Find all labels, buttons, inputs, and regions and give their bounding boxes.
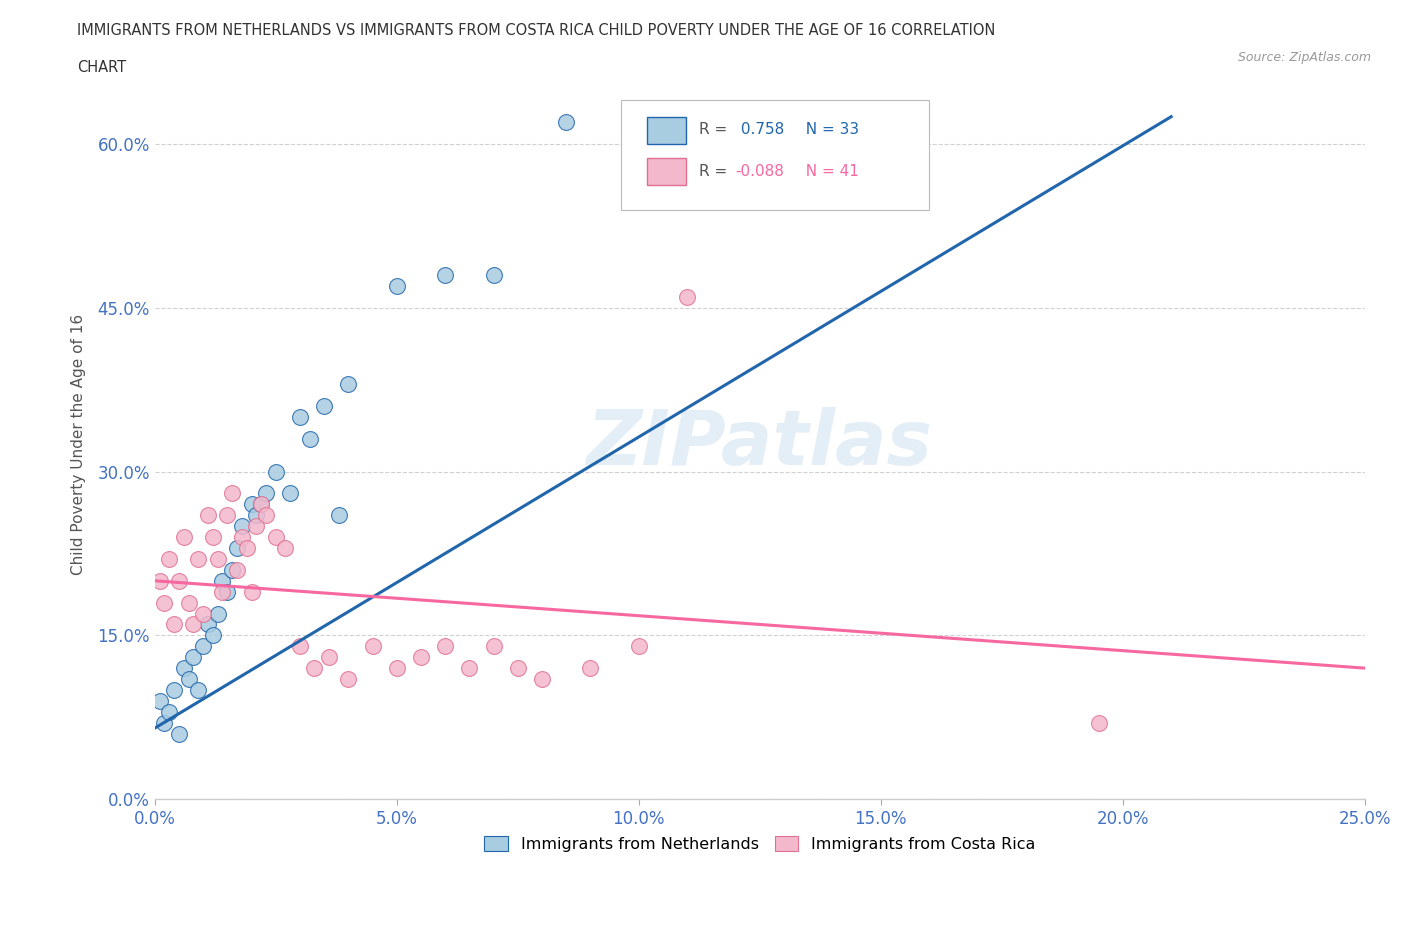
Point [207, 551, 229, 566]
Point [231, 530, 253, 545]
Point [191, 639, 214, 654]
Point [211, 584, 233, 599]
Text: IMMIGRANTS FROM NETHERLANDS VS IMMIGRANTS FROM COSTA RICA CHILD POVERTY UNDER TH: IMMIGRANTS FROM NETHERLANDS VS IMMIGRANT… [77, 23, 995, 38]
Point [318, 650, 340, 665]
Point [201, 628, 224, 643]
Point [177, 671, 200, 686]
Point [153, 595, 176, 610]
Point [254, 486, 277, 501]
Point [207, 606, 229, 621]
Point [240, 497, 263, 512]
Point [240, 584, 263, 599]
Point [304, 660, 326, 675]
Bar [647, 117, 686, 144]
Point [482, 639, 505, 654]
Point [177, 595, 200, 610]
Point [250, 497, 273, 512]
Text: CHART: CHART [77, 60, 127, 75]
Point [231, 519, 253, 534]
Point [482, 268, 505, 283]
Point [314, 399, 336, 414]
Text: Source: ZipAtlas.com: Source: ZipAtlas.com [1237, 51, 1371, 64]
FancyBboxPatch shape [620, 100, 929, 210]
Point [361, 639, 384, 654]
Point [555, 114, 578, 129]
Point [217, 508, 239, 523]
Point [409, 650, 432, 665]
Point [264, 530, 287, 545]
Point [264, 464, 287, 479]
Point [201, 530, 224, 545]
Point [278, 486, 301, 501]
Point [153, 715, 176, 730]
Point [148, 694, 170, 709]
Text: 0.758: 0.758 [735, 123, 783, 138]
Point [245, 508, 267, 523]
Point [385, 278, 408, 293]
Point [254, 508, 277, 523]
Point [530, 671, 553, 686]
Point [167, 573, 190, 588]
Point [627, 639, 650, 654]
Point [187, 551, 209, 566]
Point [328, 508, 350, 523]
Point [245, 519, 267, 534]
Text: N = 41: N = 41 [796, 164, 859, 179]
Point [337, 377, 360, 392]
Point [163, 617, 186, 631]
Point [173, 660, 195, 675]
Point [191, 606, 214, 621]
Point [1087, 715, 1109, 730]
Text: ZIPatlas: ZIPatlas [586, 407, 932, 482]
Point [187, 683, 209, 698]
Point [579, 660, 602, 675]
Point [148, 573, 170, 588]
Text: N = 33: N = 33 [796, 123, 859, 138]
Bar [647, 158, 686, 185]
Point [235, 540, 257, 555]
Point [163, 683, 186, 698]
Point [221, 563, 243, 578]
Point [183, 617, 205, 631]
Point [434, 268, 457, 283]
Point [167, 726, 190, 741]
Point [250, 497, 273, 512]
Point [337, 671, 360, 686]
Point [211, 573, 233, 588]
Point [458, 660, 481, 675]
Point [197, 508, 219, 523]
Text: -0.088: -0.088 [735, 164, 785, 179]
Point [506, 660, 529, 675]
Point [157, 551, 180, 566]
Point [434, 639, 457, 654]
Point [298, 432, 321, 446]
Point [197, 617, 219, 631]
Point [676, 289, 699, 304]
Point [173, 530, 195, 545]
Point [274, 540, 297, 555]
Point [226, 540, 249, 555]
Point [385, 660, 408, 675]
Point [226, 563, 249, 578]
Point [217, 584, 239, 599]
Point [183, 650, 205, 665]
Text: R =: R = [699, 123, 727, 138]
Text: R =: R = [699, 164, 727, 179]
Point [288, 409, 311, 424]
Point [288, 639, 311, 654]
Point [221, 486, 243, 501]
Point [157, 704, 180, 719]
Y-axis label: Child Poverty Under the Age of 16: Child Poverty Under the Age of 16 [72, 313, 86, 575]
Legend: Immigrants from Netherlands, Immigrants from Costa Rica: Immigrants from Netherlands, Immigrants … [478, 830, 1042, 858]
